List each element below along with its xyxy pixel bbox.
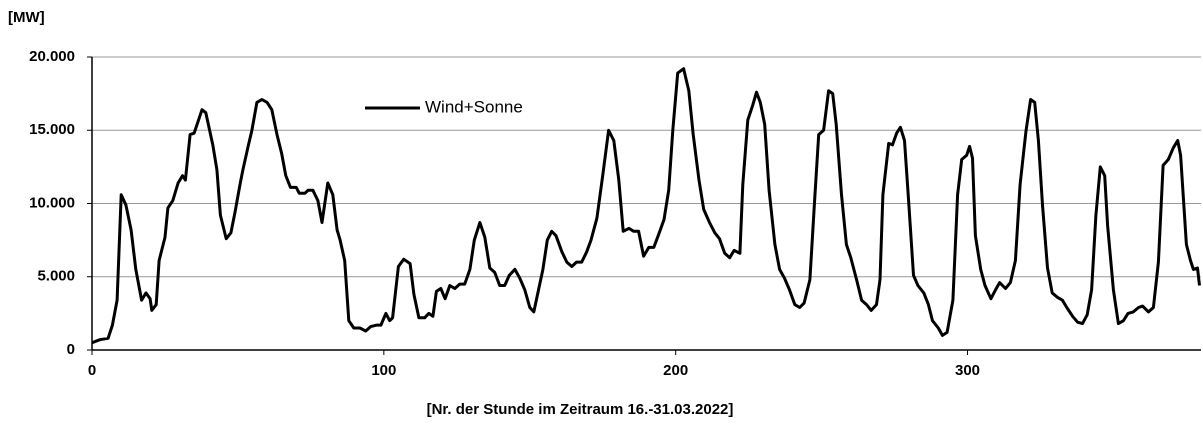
x-tick-label: 0 — [88, 362, 96, 379]
legend-label: Wind+Sonne — [425, 97, 523, 116]
x-tick-label: 100 — [371, 362, 396, 379]
y-tick-label: 5.000 — [37, 268, 75, 285]
y-tick-label: 20.000 — [29, 48, 75, 65]
y-axis-label: [MW] — [8, 9, 45, 26]
x-tick-label: 200 — [663, 362, 688, 379]
y-tick-label: 15.000 — [29, 121, 75, 138]
y-tick-label: 10.000 — [29, 194, 75, 211]
data-line — [91, 67, 1201, 345]
x-tick-label: 300 — [955, 362, 980, 379]
x-axis-label: [Nr. der Stunde im Zeitraum 16.-31.03.20… — [427, 401, 734, 418]
y-tick-label: 0 — [67, 341, 75, 358]
